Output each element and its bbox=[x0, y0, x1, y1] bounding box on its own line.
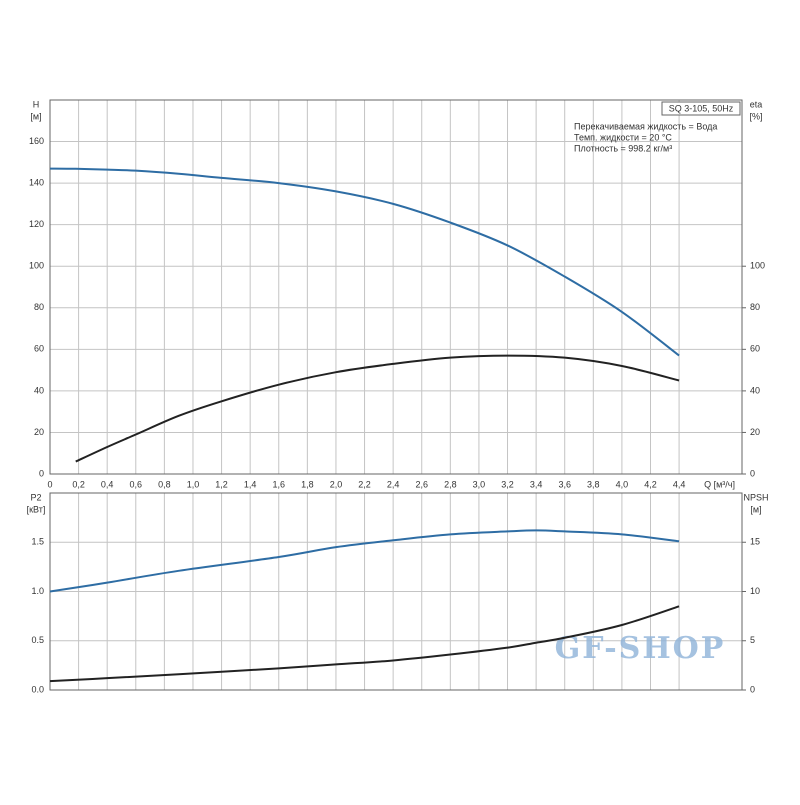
y2-label: NPSH bbox=[743, 492, 768, 502]
x-tick-label: 1,2 bbox=[215, 479, 228, 489]
x-tick-label: 4,2 bbox=[644, 479, 657, 489]
y-tick-label: 0 bbox=[39, 468, 44, 478]
x-tick-label: 0,2 bbox=[72, 479, 85, 489]
x-label: Q [м³/ч] bbox=[704, 479, 735, 489]
y2-unit: [%] bbox=[749, 111, 762, 121]
x-tick-label: 2,6 bbox=[415, 479, 428, 489]
watermark: GF-SHOP bbox=[555, 631, 726, 666]
y-tick-label: 160 bbox=[29, 136, 44, 146]
x-tick-label: 0,4 bbox=[101, 479, 114, 489]
x-tick-label: 3,0 bbox=[473, 479, 486, 489]
x-tick-label: 1,4 bbox=[244, 479, 257, 489]
x-tick-label: 1,0 bbox=[187, 479, 200, 489]
legend-title: SQ 3-105, 50Hz bbox=[669, 103, 734, 113]
y-label: P2 bbox=[30, 492, 41, 502]
x-tick-label: 4,0 bbox=[616, 479, 629, 489]
y-tick-label: 0.0 bbox=[31, 684, 44, 694]
y-unit: [кВт] bbox=[27, 504, 46, 514]
y-tick-label: 40 bbox=[34, 385, 44, 395]
y-label: H bbox=[33, 99, 40, 109]
y-tick-label: 1.0 bbox=[31, 586, 44, 596]
x-tick-label: 3,8 bbox=[587, 479, 600, 489]
y-unit: [м] bbox=[30, 111, 41, 121]
x-tick-label: 1,8 bbox=[301, 479, 314, 489]
info-line: Перекачиваемая жидкость = Вода bbox=[574, 121, 717, 131]
y-tick-label: 1.5 bbox=[31, 537, 44, 547]
x-tick-label: 2,4 bbox=[387, 479, 400, 489]
y-tick-label: 0.5 bbox=[31, 635, 44, 645]
legend-box bbox=[661, 101, 741, 116]
curve bbox=[49, 605, 680, 683]
x-tick-label: 0,8 bbox=[158, 479, 171, 489]
curve bbox=[49, 529, 680, 593]
y2-tick-label: 0 bbox=[750, 684, 755, 694]
curve bbox=[75, 354, 680, 463]
y2-tick-label: 40 bbox=[750, 385, 760, 395]
y-tick-label: 20 bbox=[34, 427, 44, 437]
x-tick-label: 0,6 bbox=[130, 479, 143, 489]
y2-tick-label: 60 bbox=[750, 344, 760, 354]
info-line: Темп. жидкости = 20 °C bbox=[574, 132, 672, 142]
y2-unit: [м] bbox=[750, 504, 761, 514]
y-tick-label: 100 bbox=[29, 261, 44, 271]
x-tick-label: 1,6 bbox=[273, 479, 286, 489]
y2-tick-label: 5 bbox=[750, 635, 755, 645]
x-tick-label: 4,4 bbox=[673, 479, 686, 489]
x-tick-label: 3,6 bbox=[558, 479, 571, 489]
y2-tick-label: 15 bbox=[750, 537, 760, 547]
y-tick-label: 60 bbox=[34, 344, 44, 354]
plot-frame bbox=[49, 99, 743, 475]
y-tick-label: 120 bbox=[29, 219, 44, 229]
y2-tick-label: 100 bbox=[750, 261, 765, 271]
x-tick-label: 2,8 bbox=[444, 479, 457, 489]
y2-tick-label: 20 bbox=[750, 427, 760, 437]
y2-tick-label: 0 bbox=[750, 468, 755, 478]
x-tick-label: 2,2 bbox=[358, 479, 371, 489]
x-tick-label: 0 bbox=[47, 479, 52, 489]
x-tick-label: 2,0 bbox=[330, 479, 343, 489]
x-tick-label: 3,2 bbox=[501, 479, 514, 489]
x-tick-label: 3,4 bbox=[530, 479, 543, 489]
y2-tick-label: 80 bbox=[750, 302, 760, 312]
y2-label: eta bbox=[750, 99, 763, 109]
y-tick-label: 80 bbox=[34, 302, 44, 312]
info-line: Плотность = 998.2 кг/м³ bbox=[574, 143, 672, 153]
curve bbox=[49, 167, 680, 357]
y-tick-label: 140 bbox=[29, 177, 44, 187]
y2-tick-label: 10 bbox=[750, 586, 760, 596]
